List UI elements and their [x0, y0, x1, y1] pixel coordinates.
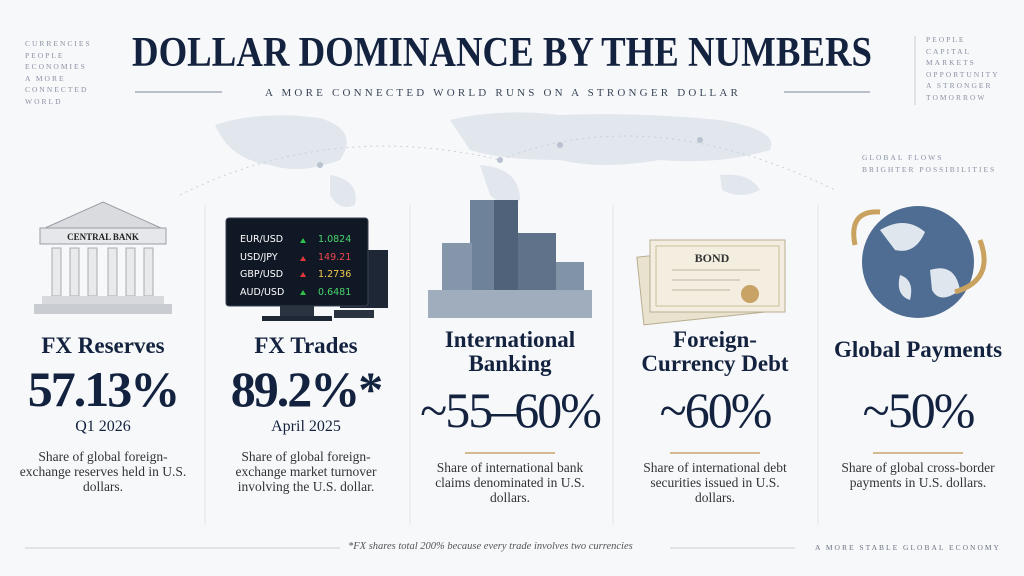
panel-title: FX Reserves [41, 333, 165, 358]
word: OPPORTUNITY [926, 69, 1000, 79]
word: PEOPLE [25, 50, 65, 60]
note-line: GLOBAL FLOWS [862, 153, 944, 162]
monitor-icon [225, 217, 388, 321]
footer-tagline: A MORE STABLE GLOBAL ECONOMY [815, 543, 1001, 552]
ticker-price: 0.6481 [318, 287, 352, 298]
word: PEOPLE [926, 35, 966, 44]
panel-description: Share of global cross-border payments in… [841, 460, 995, 490]
ticker-pair: GBP/USD [240, 269, 284, 280]
word: A STRONGER [926, 81, 993, 90]
ticker-pair: USD/JPY [240, 252, 278, 263]
ticker-pair: EUR/USD [240, 234, 284, 245]
world-map [215, 112, 772, 208]
panel-date: Q1 2026 [75, 418, 131, 435]
map-note: GLOBAL FLOWS BRIGHTER POSSIBILITIES [862, 152, 996, 175]
footer-note: *FX shares total 200% because every trad… [348, 541, 633, 552]
ticker-pair: AUD/USD [240, 287, 285, 298]
note-line: BRIGHTER POSSIBILITIES [862, 164, 997, 174]
flow-line [179, 135, 836, 196]
panel: International Banking ~55–60% Share of i… [410, 327, 610, 506]
left-words: CURRENCIES PEOPLE ECONOMIES A MORE CONNECTED… [25, 38, 92, 107]
panel: FX Trades 89.2%* April 2025 Share of glo… [206, 333, 406, 495]
panel-title: Foreign-Currency Debt [641, 327, 789, 376]
ticker-price: 1.0824 [318, 234, 352, 245]
word: ECONOMIES [25, 62, 87, 71]
word: MARKETS [926, 58, 976, 67]
panel: Global Payments ~50% Share of global cro… [818, 337, 1018, 491]
right-words: PEOPLE CAPITAL MARKETS OPPORTUNITY A STRONGE… [926, 34, 1000, 103]
word: WORLD [25, 96, 63, 106]
word: CURRENCIES [25, 39, 92, 48]
subtitle: A MORE CONNECTED WORLD RUNS ON A STRONGE… [265, 87, 741, 99]
panel-stat: ~60% [659, 382, 773, 438]
panel-description: Share of global foreign-exchange reserve… [19, 449, 187, 494]
title: DOLLAR DOMINANCE BY THE NUMBERS [132, 30, 872, 76]
panel-title: FX Trades [254, 333, 358, 358]
panel: Foreign-Currency Debt ~60% Share of inte… [615, 327, 815, 506]
word: CONNECTED [25, 85, 89, 94]
word: CAPITAL [926, 46, 972, 56]
panel-stat: 57.13% [27, 361, 181, 417]
panel-title: Global Payments [833, 337, 1003, 362]
ticker-price: 1.2736 [318, 269, 352, 280]
word: TOMORROW [926, 92, 987, 102]
bond-label: BOND [695, 251, 730, 265]
dividers [204, 205, 819, 525]
bank-sign: CENTRAL BANK [67, 232, 139, 242]
globe-icon [851, 206, 987, 318]
panel-stat: ~50% [862, 382, 976, 438]
panel-description: Share of global foreign-exchange market … [235, 449, 377, 494]
panel-description: Share of international debt securities i… [643, 460, 787, 505]
panel-date: April 2025 [271, 418, 341, 435]
panel: FX Reserves 57.13% Q1 2026 Share of glob… [3, 333, 203, 495]
word: A MORE [25, 73, 66, 83]
panel-title: International Banking [444, 327, 576, 376]
panel-stat: 89.2%* [230, 361, 384, 417]
bank-icon: CENTRAL BANK [34, 201, 172, 314]
panel-stat: ~55–60% [420, 382, 602, 438]
ticker-price: 149.21 [318, 252, 352, 263]
skyline-icon [428, 200, 592, 318]
bond-icon: BOND [636, 239, 786, 326]
panel-description: Share of international bank claims denom… [435, 460, 585, 505]
